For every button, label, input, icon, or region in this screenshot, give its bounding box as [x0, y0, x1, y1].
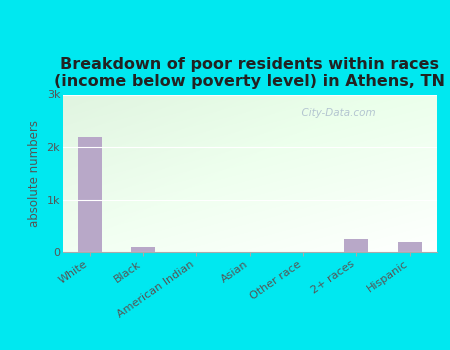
Title: Breakdown of poor residents within races
(income below poverty level) in Athens,: Breakdown of poor residents within races… — [54, 57, 445, 89]
Bar — [131, 247, 155, 252]
Bar — [398, 241, 422, 252]
Text: City-Data.com: City-Data.com — [295, 108, 376, 118]
Bar — [78, 136, 102, 252]
Bar — [344, 239, 369, 252]
Y-axis label: absolute numbers: absolute numbers — [28, 120, 41, 227]
